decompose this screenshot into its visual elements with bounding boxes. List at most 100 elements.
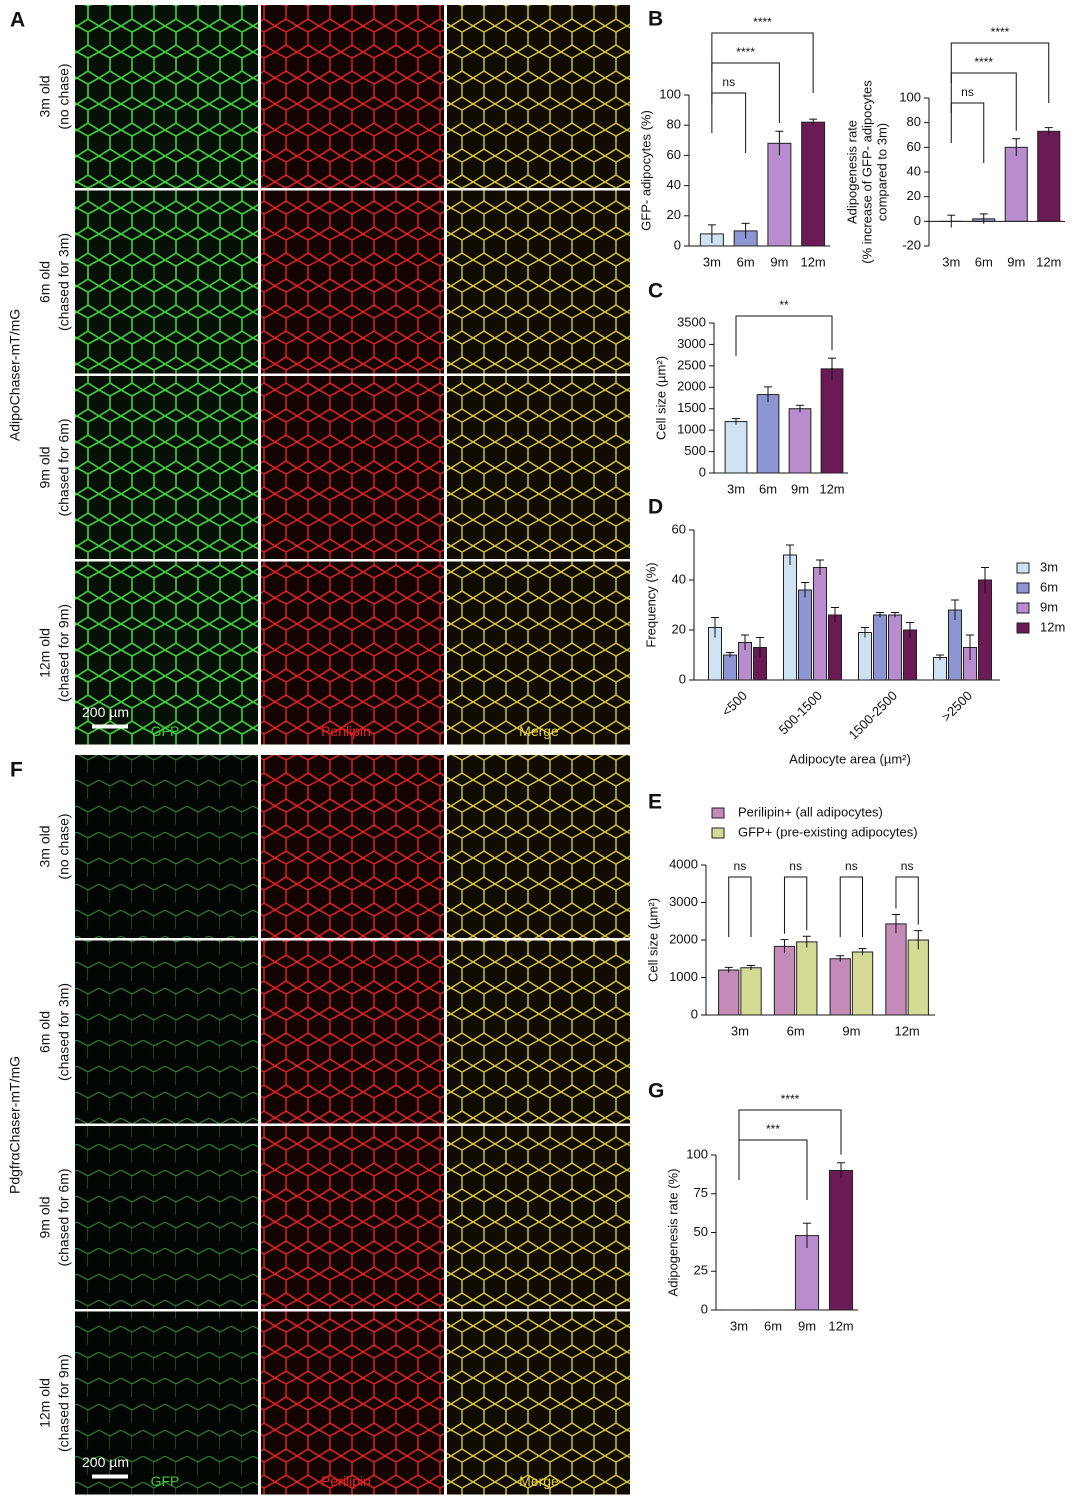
row-label: 6m old [37, 1011, 53, 1053]
y-axis-label: Adipogenesis rate (%) [665, 1169, 680, 1297]
significance-bracket [951, 103, 984, 163]
bar [789, 409, 811, 473]
significance-bracket [896, 877, 918, 925]
y-axis-label: Cell size (µm²) [653, 356, 668, 440]
y-tick-label: 4000 [669, 856, 698, 871]
significance-bracket [840, 877, 862, 937]
x-tick-label: <500 [719, 688, 750, 719]
channel-label: GFP [151, 1473, 180, 1489]
micrograph [261, 1312, 444, 1495]
legend-swatch [712, 828, 724, 838]
x-tick-label: 6m [975, 254, 993, 269]
micrograph [75, 1126, 258, 1309]
bar [829, 1171, 852, 1311]
bar [830, 959, 850, 1015]
x-tick-label: 9m [1007, 254, 1025, 269]
row-label: 9m old [37, 446, 53, 488]
x-tick-label: 6m [787, 1023, 805, 1038]
x-tick-label: 9m [770, 254, 788, 269]
micrograph [261, 376, 444, 559]
bar [949, 610, 962, 680]
micrograph [75, 376, 258, 559]
y-tick-label: 50 [694, 1224, 708, 1239]
bar [799, 590, 812, 680]
scale-bar-label: 200 µm [82, 704, 129, 720]
y-tick-label: 25 [694, 1263, 708, 1278]
x-tick-label: 1500-2500 [845, 688, 900, 743]
row-label: 3m old [37, 825, 53, 867]
x-tick-label: 12m [800, 254, 825, 269]
micrograph [447, 376, 630, 559]
significance-label: ns [734, 859, 747, 873]
y-tick-label: 60 [907, 139, 921, 154]
x-tick-label: 9m [791, 481, 809, 496]
y-tick-label: 3500 [677, 314, 706, 329]
significance-bracket [784, 877, 806, 934]
significance-label: ** [779, 298, 789, 312]
y-tick-label: 0 [914, 213, 921, 228]
row-label: 12m old [37, 628, 53, 678]
x-tick-label: 6m [764, 1318, 782, 1333]
bar [821, 369, 843, 473]
row-label: 6m old [37, 261, 53, 303]
row-label: 3m old [37, 75, 53, 117]
bar [784, 555, 797, 680]
bar [768, 143, 791, 246]
legend-label: 3m [1040, 559, 1058, 574]
bar [886, 924, 906, 1015]
panel-label: G [648, 1080, 664, 1103]
y-axis-label: GFP- adipocytes (%) [638, 110, 653, 231]
channel-label: Merge [519, 723, 559, 739]
x-tick-label: 3m [730, 1318, 748, 1333]
y-tick-label: 0 [691, 1006, 698, 1021]
row-label: (chased for 6m) [56, 418, 72, 516]
y-tick-label: 60 [667, 147, 681, 162]
y-tick-label: 1000 [677, 422, 706, 437]
legend-swatch [712, 808, 724, 818]
row-label: 9m old [37, 1196, 53, 1238]
scale-bar [92, 1475, 128, 1479]
y-axis-label: (% increase of GFP- adipocytes [859, 80, 874, 264]
bar [802, 122, 825, 246]
y-tick-label: 0 [674, 237, 681, 252]
y-tick-label: 80 [667, 117, 681, 132]
y-tick-label: 1000 [669, 969, 698, 984]
y-tick-label: 0 [679, 671, 686, 686]
bar [874, 615, 887, 680]
micrograph [75, 941, 258, 1124]
y-axis-label: Cell size (µm²) [645, 898, 660, 982]
bar [797, 942, 817, 1015]
side-label: PdgfrαChaser-mT/mG [7, 1056, 23, 1194]
y-tick-label: 100 [686, 1146, 708, 1161]
channel-label: Perilipin [321, 1473, 371, 1489]
legend-label: 9m [1040, 599, 1058, 614]
y-tick-label: 40 [667, 177, 681, 192]
micrograph [447, 5, 630, 188]
y-tick-label: 0 [701, 1301, 708, 1316]
y-tick-label: 40 [907, 163, 921, 178]
x-axis-label: Adipocyte area (µm²) [789, 751, 911, 766]
y-tick-label: 60 [672, 521, 686, 536]
bar [934, 658, 947, 681]
panel-label: E [648, 791, 662, 814]
x-tick-label: 3m [942, 254, 960, 269]
micrograph [447, 191, 630, 374]
legend-label: 6m [1040, 579, 1058, 594]
significance-bracket [739, 1140, 807, 1200]
micrograph [261, 941, 444, 1124]
panel-label: C [648, 280, 663, 303]
legend-label: Perilipin+ (all adipocytes) [738, 804, 883, 819]
legend-swatch [1017, 623, 1029, 633]
micrograph [447, 755, 630, 938]
scale-bar-label: 200 µm [82, 1454, 129, 1470]
y-tick-label: 80 [907, 114, 921, 129]
significance-label: **** [781, 1092, 800, 1106]
y-tick-label: 2500 [677, 357, 706, 372]
x-tick-label: 6m [737, 254, 755, 269]
y-tick-label: 1500 [677, 400, 706, 415]
significance-label: ns [961, 85, 974, 99]
significance-label: **** [753, 15, 772, 29]
micrograph [75, 191, 258, 374]
